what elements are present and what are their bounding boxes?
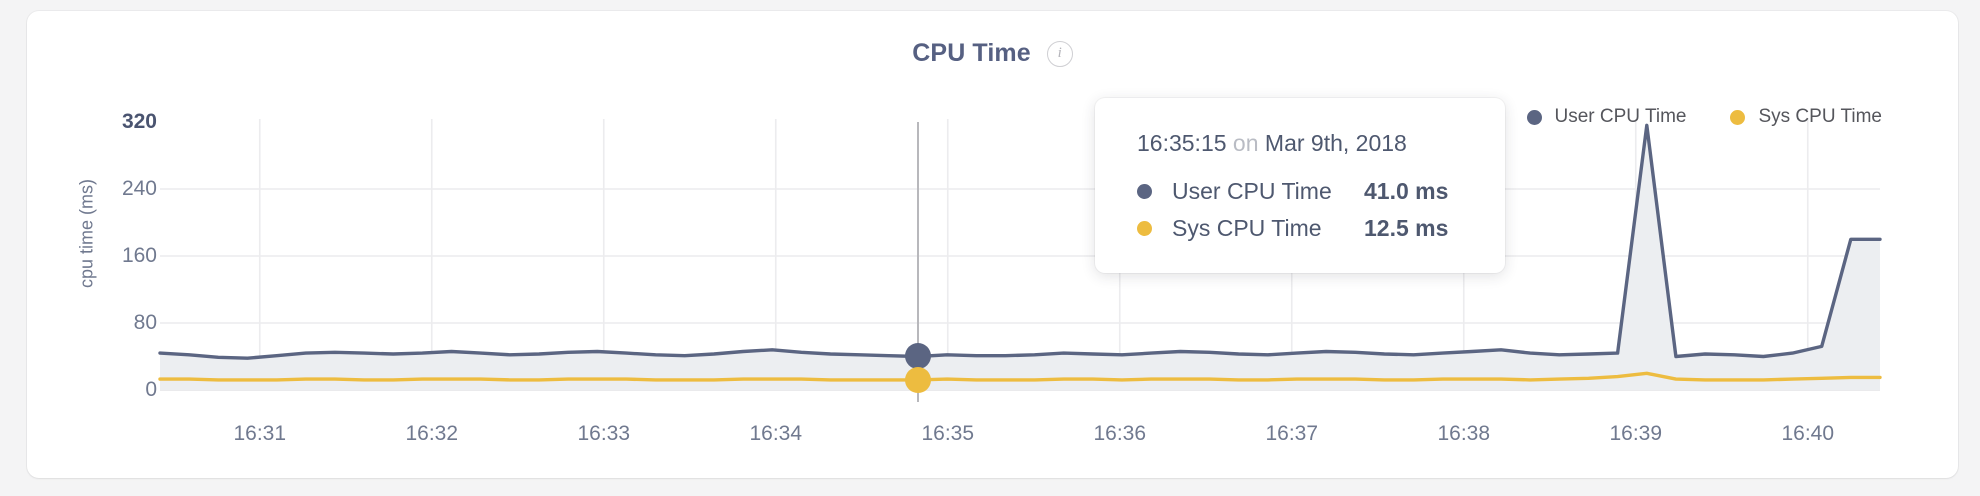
page-title: CPU Time xyxy=(912,39,1031,67)
legend-label-user-cpu-time: User CPU Time xyxy=(1554,106,1687,127)
tooltip-dot-user-cpu-time xyxy=(1137,184,1152,199)
chart-header: CPU Time i xyxy=(27,39,1958,68)
chart-svg xyxy=(158,119,1882,391)
y-axis-tick-0: 0 xyxy=(145,378,157,401)
chart-legend: User CPU Time Sys CPU Time xyxy=(1526,106,1882,128)
tooltip-on-word: on xyxy=(1232,130,1259,156)
y-axis-tick-160: 160 xyxy=(121,244,157,267)
tooltip-dot-sys-cpu-time xyxy=(1137,221,1152,236)
y-axis-tick-240: 240 xyxy=(121,177,157,200)
info-icon[interactable]: i xyxy=(1046,40,1073,67)
tooltip-value-sys-cpu-time: 12.5 ms xyxy=(1364,215,1449,241)
y-axis-ticks: 0 80 160 240 320 xyxy=(65,11,157,478)
chart-plot-area[interactable]: cpu time (ms) 0 80 160 240 320 16:31 16:32 16:… xyxy=(27,11,1958,478)
tooltip-label-sys-cpu-time: Sys CPU Time xyxy=(1172,215,1322,241)
x-axis-tick-16-33: 16:33 xyxy=(577,422,631,445)
tooltip-timestamp: 16:35:15 on Mar 9th, 2018 xyxy=(1095,124,1505,173)
x-axis-tick-16-34: 16:34 xyxy=(749,422,803,445)
tooltip-row-sys-cpu-time: Sys CPU Time 12.5 ms xyxy=(1095,210,1505,247)
x-axis-tick-16-40: 16:40 xyxy=(1781,422,1835,445)
tooltip-time: 16:35:15 xyxy=(1137,130,1227,156)
x-axis-tick-16-39: 16:39 xyxy=(1609,422,1663,445)
y-axis-tick-80: 80 xyxy=(133,311,157,334)
hover-tooltip: 16:35:15 on Mar 9th, 2018 User CPU Time … xyxy=(1095,98,1505,273)
legend-dot-sys-cpu-time xyxy=(1730,109,1746,125)
legend-item-sys-cpu-time[interactable]: Sys CPU Time xyxy=(1730,106,1882,128)
legend-label-sys-cpu-time: Sys CPU Time xyxy=(1758,106,1882,127)
y-axis-tick-320: 320 xyxy=(121,110,157,133)
x-axis-tick-16-38: 16:38 xyxy=(1437,422,1491,445)
x-axis-tick-16-35: 16:35 xyxy=(921,422,975,445)
legend-dot-user-cpu-time xyxy=(1526,109,1542,125)
legend-item-user-cpu-time[interactable]: User CPU Time xyxy=(1526,106,1687,128)
cpu-time-card: CPU Time i User CPU Time Sys CPU Time cp… xyxy=(27,11,1958,478)
x-axis-tick-16-37: 16:37 xyxy=(1265,422,1319,445)
x-axis-tick-16-36: 16:36 xyxy=(1093,422,1147,445)
x-axis-tick-16-32: 16:32 xyxy=(405,422,459,445)
tooltip-value-user-cpu-time: 41.0 ms xyxy=(1364,178,1449,204)
x-axis-tick-16-31: 16:31 xyxy=(233,422,287,445)
tooltip-label-user-cpu-time: User CPU Time xyxy=(1172,178,1332,204)
tooltip-row-user-cpu-time: User CPU Time 41.0 ms xyxy=(1095,173,1505,210)
hover-dot-sys-cpu-time xyxy=(904,366,931,393)
hover-dot-user-cpu-time xyxy=(904,342,931,369)
tooltip-date: Mar 9th, 2018 xyxy=(1264,130,1407,156)
hover-crosshair-line xyxy=(916,122,919,402)
